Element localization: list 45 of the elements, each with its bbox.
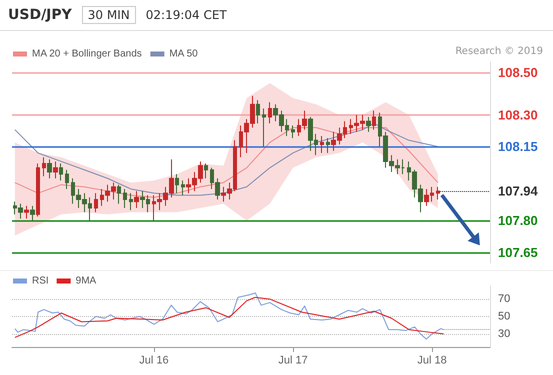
candlestick <box>291 124 295 139</box>
y-tick-label: 107.65 <box>498 244 538 260</box>
y-tick-label: 30 <box>498 328 510 340</box>
y-tick-label: 108.15 <box>498 139 538 154</box>
candlestick <box>320 136 324 154</box>
x-tick-label: Jul 16 <box>139 354 169 366</box>
y-tick-label: 108.50 <box>498 65 538 80</box>
legend-label: RSI <box>32 276 49 286</box>
y-tick-label: 70 <box>498 293 510 306</box>
x-tick-label: Jul 17 <box>278 354 308 366</box>
legend-label: MA 50 <box>169 48 198 60</box>
y-tick-label: 107.80 <box>498 213 538 228</box>
candlestick <box>24 205 29 220</box>
candlestick <box>175 174 179 194</box>
y-tick-label: 107.94 <box>498 184 539 199</box>
candlestick <box>30 205 35 222</box>
text: 02:19:04 CET <box>146 8 227 22</box>
candlestick <box>59 163 63 181</box>
legend-label: MA 20 + Bollinger Bands <box>32 48 142 60</box>
legend-label: 9MA <box>76 276 97 286</box>
candlestick <box>256 100 260 124</box>
candlestick <box>129 192 133 211</box>
candlestick <box>94 192 98 213</box>
candlestick <box>117 184 121 204</box>
candlestick <box>436 186 440 200</box>
y-tick-label: 108.30 <box>498 107 538 122</box>
candlestick <box>366 116 371 132</box>
y-tick-label: 50 <box>498 310 510 322</box>
chart-subtitle: 30 MIN <box>82 6 136 24</box>
candlestick <box>268 102 272 124</box>
text: Research © 2019 <box>455 46 543 57</box>
candlestick <box>181 180 185 196</box>
candlestick <box>47 158 52 179</box>
candlestick <box>204 163 208 179</box>
candlestick <box>372 110 376 130</box>
chart-title: USD/JPY <box>8 7 72 23</box>
candlestick <box>36 163 40 217</box>
candlestick <box>53 160 58 179</box>
candlestick <box>134 190 139 208</box>
candlestick <box>65 169 69 190</box>
candlestick <box>42 156 46 177</box>
candlestick <box>123 188 127 208</box>
candlestick <box>262 108 266 148</box>
candlestick <box>326 138 330 154</box>
x-tick-label: Jul 18 <box>417 354 447 366</box>
